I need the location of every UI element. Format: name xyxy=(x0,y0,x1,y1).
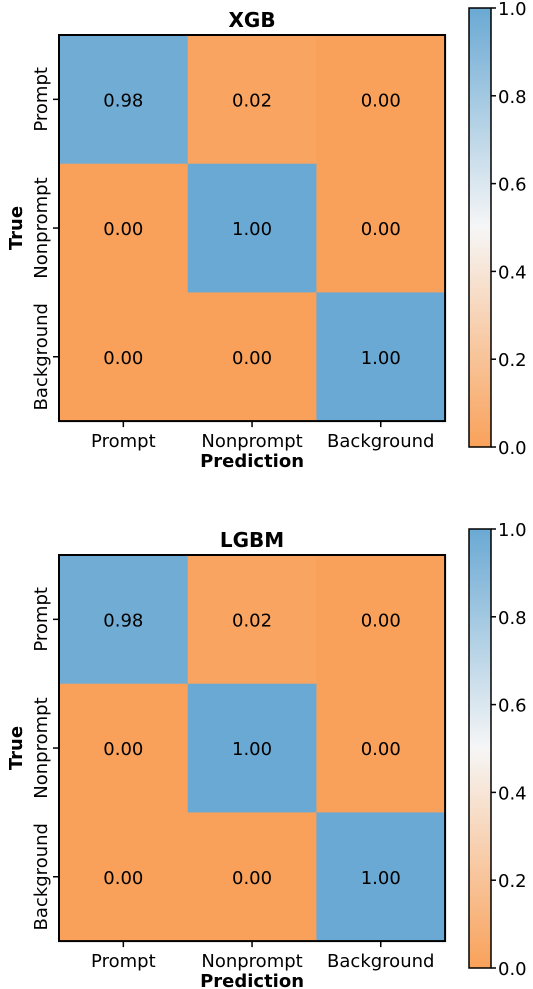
cell-value-label: 1.00 xyxy=(361,868,401,889)
colorbar-tick-label: 0.6 xyxy=(498,175,527,196)
cell-value-label: 0.98 xyxy=(103,610,143,631)
y-tick-label: Nonprompt xyxy=(31,697,52,798)
heatmap-cell xyxy=(59,683,189,813)
cell-value-label: 0.00 xyxy=(103,219,143,240)
cell-value-label: 0.02 xyxy=(232,90,272,111)
cell-value-label: 0.00 xyxy=(361,610,401,631)
cell-value-label: 0.98 xyxy=(103,90,143,111)
heatmap-cell xyxy=(316,683,446,813)
y-tick-label: Prompt xyxy=(31,67,52,132)
cell-value-label: 0.00 xyxy=(361,90,401,111)
cell-value-label: 0.00 xyxy=(361,739,401,760)
x-tick-label: Background xyxy=(327,431,434,452)
heatmap-cell xyxy=(187,35,317,165)
heatmap-cell xyxy=(187,292,317,422)
heatmap-cell xyxy=(187,812,317,942)
heatmap-cell xyxy=(59,292,189,422)
cell-value-label: 0.02 xyxy=(232,610,272,631)
heatmap-cell xyxy=(316,812,446,942)
cell-value-label: 0.00 xyxy=(232,348,272,369)
heatmap-cell xyxy=(187,163,317,293)
x-tick-label: Nonprompt xyxy=(201,951,302,972)
y-tick-label: Prompt xyxy=(31,587,52,652)
cell-value-label: 1.00 xyxy=(232,219,272,240)
x-tick-label: Background xyxy=(327,951,434,972)
y-tick-label: Nonprompt xyxy=(31,177,52,278)
heatmap-cell xyxy=(316,35,446,165)
colorbar xyxy=(468,7,492,448)
colorbar-tick-label: 0.2 xyxy=(498,350,527,371)
cell-value-label: 1.00 xyxy=(361,348,401,369)
colorbar-tick-label: 0.4 xyxy=(498,783,527,804)
colorbar xyxy=(468,528,492,969)
colorbar-tick-label: 0.6 xyxy=(498,696,527,717)
y-axis-label: True xyxy=(6,206,27,250)
y-tick-label: Background xyxy=(31,303,52,410)
colorbar-tick-label: 0.0 xyxy=(498,959,527,980)
chart-title: LGBM xyxy=(220,528,284,552)
y-axis-label: True xyxy=(6,726,27,770)
y-tick-label: Background xyxy=(31,823,52,930)
heatmap-cell xyxy=(187,555,317,685)
x-axis-label: Prediction xyxy=(200,451,304,472)
colorbar-tick-label: 0.8 xyxy=(498,87,527,108)
cell-value-label: 1.00 xyxy=(232,739,272,760)
colorbar-tick-label: 0.2 xyxy=(498,871,527,892)
x-tick-label: Prompt xyxy=(91,951,156,972)
cell-value-label: 0.00 xyxy=(232,868,272,889)
heatmap-cell xyxy=(59,812,189,942)
confusion-matrix-panel: XGB 0.98 0.02 0.00 0.00 1.00 0.00 0.00 0.00 1.00 P… xyxy=(6,0,527,472)
cell-value-label: 0.00 xyxy=(361,219,401,240)
heatmap-cell xyxy=(59,163,189,293)
colorbar-tick-label: 0.4 xyxy=(498,262,527,283)
cell-value-label: 0.00 xyxy=(103,348,143,369)
cell-value-label: 0.00 xyxy=(103,739,143,760)
x-tick-label: Prompt xyxy=(91,431,156,452)
colorbar-tick-label: 0.8 xyxy=(498,608,527,629)
heatmap-cell xyxy=(316,163,446,293)
heatmap-cell xyxy=(59,35,189,165)
cell-value-label: 0.00 xyxy=(103,868,143,889)
colorbar-tick-label: 1.0 xyxy=(498,0,527,20)
x-axis-label: Prediction xyxy=(200,971,304,989)
heatmap-cell xyxy=(187,683,317,813)
heatmap-cell xyxy=(59,555,189,685)
heatmap-cell xyxy=(316,555,446,685)
heatmap-cell xyxy=(316,292,446,422)
colorbar-tick-label: 0.0 xyxy=(498,438,527,459)
chart-title: XGB xyxy=(229,8,276,32)
colorbar-tick-label: 1.0 xyxy=(498,520,527,541)
x-tick-label: Nonprompt xyxy=(201,431,302,452)
